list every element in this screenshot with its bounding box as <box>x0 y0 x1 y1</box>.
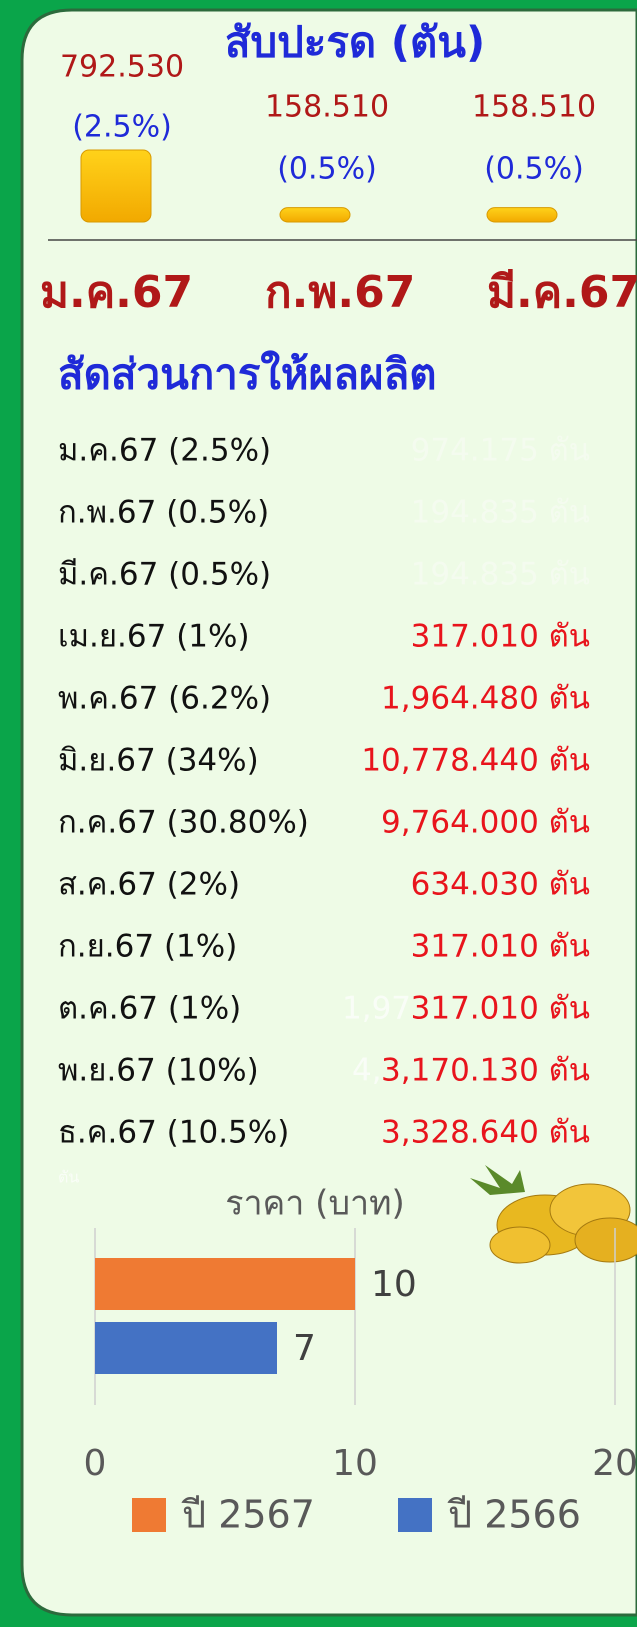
percent-label: (2.5%) <box>72 110 172 145</box>
row-label: ต.ค.67 (1%) <box>58 991 241 1027</box>
value-label: 792.530 <box>60 50 184 85</box>
row-value: 1,964.480 ตัน <box>381 681 590 717</box>
bar <box>487 208 557 222</box>
bar <box>95 1258 355 1310</box>
infographic: สับปะรด (ตัน) สัดส่วนการให้ผลผลิต ราคา (… <box>0 0 637 1627</box>
legend-label: ปี 2567 <box>181 1493 315 1537</box>
x-tick-label: 10 <box>332 1443 378 1484</box>
row-label: ม.ค.67 (2.5%) <box>58 433 271 469</box>
page: สับปะรด (ตัน) สัดส่วนการให้ผลผลิต ราคา (… <box>0 0 637 1627</box>
section-title: สัดส่วนการให้ผลผลิต <box>58 350 437 399</box>
row-value: 3,328.640 ตัน <box>381 1115 590 1151</box>
ghost-text: 1,97 <box>342 991 411 1027</box>
row-label: พ.ค.67 (6.2%) <box>58 681 271 717</box>
legend-swatch <box>132 1498 166 1532</box>
row-value: 974.175 ตัน <box>411 433 590 469</box>
row-label: ธ.ค.67 (10.5%) <box>58 1115 289 1151</box>
row-value: 10,778.440 ตัน <box>361 743 590 779</box>
row-value: 9,764.000 ตัน <box>381 805 590 841</box>
row-label: ส.ค.67 (2%) <box>58 867 240 903</box>
bar <box>280 208 350 222</box>
value-label: 10 <box>371 1264 417 1305</box>
row-label: ก.พ.67 (0.5%) <box>58 495 269 531</box>
row-label: มิ.ย.67 (34%) <box>58 743 259 779</box>
category-label: มี.ค.67 <box>487 267 637 318</box>
legend-swatch <box>398 1498 432 1532</box>
row-value: 317.010 ตัน <box>411 619 590 655</box>
x-tick-label: 20 <box>592 1443 637 1484</box>
ghost-text: ตัน <box>58 1168 79 1187</box>
row-value: 194.835 ตัน <box>411 557 590 593</box>
x-tick-label: 0 <box>84 1443 107 1484</box>
row-value: 634.030 ตัน <box>411 867 590 903</box>
category-label: ก.พ.67 <box>265 267 415 318</box>
value-label: 158.510 <box>472 90 596 125</box>
top-title: สับปะรด (ตัน) <box>225 18 485 67</box>
row-label: ก.ค.67 (30.80%) <box>58 805 309 841</box>
value-label: 158.510 <box>265 90 389 125</box>
row-label: เม.ย.67 (1%) <box>58 619 250 655</box>
row-label: มี.ค.67 (0.5%) <box>58 557 271 593</box>
row-value: 317.010 ตัน <box>411 991 590 1027</box>
row-label: พ.ย.67 (10%) <box>58 1053 259 1089</box>
bar <box>95 1322 277 1374</box>
row-value: 317.010 ตัน <box>411 929 590 965</box>
row-label: ก.ย.67 (1%) <box>58 929 237 965</box>
row-value: 194.835 ตัน <box>411 495 590 531</box>
percent-label: (0.5%) <box>277 152 377 187</box>
category-label: ม.ค.67 <box>40 267 193 318</box>
ghost-text: 4, <box>352 1053 382 1089</box>
price-title: ราคา (บาท) <box>225 1184 405 1224</box>
legend-label: ปี 2566 <box>447 1493 581 1537</box>
value-label: 7 <box>293 1328 316 1369</box>
percent-label: (0.5%) <box>484 152 584 187</box>
row-value: 3,170.130 ตัน <box>381 1053 590 1089</box>
bar <box>81 150 151 222</box>
